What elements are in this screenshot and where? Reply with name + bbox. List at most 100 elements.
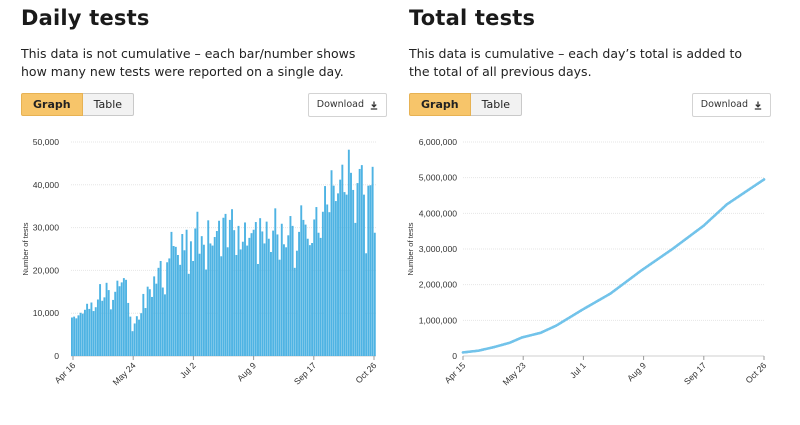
bar: [200, 236, 203, 356]
bar: [367, 185, 370, 356]
bar: [231, 209, 233, 356]
daily-tests-download-label: Download: [316, 99, 364, 110]
total-tests-description: This data is cumulative – each day’s tot…: [409, 46, 743, 79]
download-icon: [370, 101, 378, 110]
bar: [142, 293, 145, 356]
bar: [248, 237, 251, 356]
bar: [99, 284, 102, 356]
bar: [350, 172, 352, 356]
bar: [71, 317, 73, 356]
bar: [174, 246, 177, 356]
bar: [304, 224, 307, 356]
bar: [90, 302, 93, 356]
bar: [114, 291, 117, 356]
bar: [73, 316, 76, 356]
bar: [185, 229, 188, 356]
total-tests-title: Total tests: [409, 6, 536, 30]
daily-tests-description: This data is not cumulative – each bar/n…: [21, 46, 356, 79]
bar: [330, 170, 333, 356]
bar: [306, 238, 309, 356]
bar: [140, 313, 143, 356]
bar: [244, 222, 246, 356]
bar: [77, 315, 80, 356]
bar: [164, 294, 166, 356]
y-tick-label: 20,000: [33, 265, 60, 275]
total-tests-view-tabs: Graph Table: [409, 93, 523, 116]
daily-tests-bar-chart: 0 10,000 20,000 30,000 40,000 50,000 Number of…: [21, 137, 379, 387]
x-tick-label: Jul 1: [568, 360, 588, 380]
bar: [246, 245, 249, 356]
bar: [254, 222, 257, 356]
daily-tests-graph-tab[interactable]: Graph: [21, 93, 83, 116]
bar: [339, 179, 342, 356]
daily-tests-download-button[interactable]: Download: [307, 93, 387, 117]
x-tick-label: Aug 9: [235, 360, 258, 383]
bar: [326, 204, 329, 356]
bar: [289, 216, 292, 356]
bar: [176, 254, 179, 356]
y-tick-label: 0: [54, 351, 59, 361]
data-point: [762, 178, 766, 181]
y-tick-label: 6,000,000: [419, 137, 457, 147]
x-tick-label: Oct 26: [353, 360, 378, 385]
bar: [218, 220, 220, 356]
bar: [237, 225, 240, 356]
bar: [213, 237, 216, 356]
y-tick-label: 4,000,000: [419, 208, 457, 218]
bar: [75, 318, 78, 356]
bar: [105, 282, 108, 356]
bar: [278, 259, 281, 356]
bar: [280, 223, 283, 356]
bar: [138, 319, 140, 356]
bar: [295, 250, 298, 356]
x-tick-label: Apr 15: [442, 360, 467, 385]
bar: [179, 264, 182, 356]
bar: [239, 249, 242, 356]
bar: [166, 262, 169, 356]
bar: [96, 299, 99, 356]
total-tests-download-button[interactable]: Download: [691, 93, 771, 117]
bar: [192, 260, 195, 356]
bar: [363, 194, 365, 356]
bar: [241, 241, 244, 356]
bar: [233, 230, 236, 356]
bar: [250, 233, 253, 356]
bar: [194, 228, 197, 356]
x-tick-label: Jul 2: [178, 360, 198, 380]
bar: [265, 221, 268, 356]
bar: [125, 279, 127, 356]
bar: [276, 234, 279, 356]
daily-tests-table-tab[interactable]: Table: [82, 93, 135, 116]
bar: [189, 241, 192, 356]
bar: [272, 230, 275, 356]
total-tests-graph-tab[interactable]: Graph: [409, 93, 471, 116]
bar: [282, 244, 285, 356]
bar: [274, 208, 277, 356]
bar: [259, 218, 262, 356]
bar: [151, 296, 153, 356]
bar: [202, 244, 205, 356]
bar: [107, 290, 110, 356]
bar: [83, 309, 86, 356]
total-tests-line-chart: 0 1,000,000 2,000,000 3,000,000 4,000,000 5,0…: [406, 137, 769, 387]
bar: [302, 219, 305, 356]
bar: [226, 247, 229, 356]
bar: [79, 312, 82, 356]
x-tick-label: Apr 16: [52, 360, 77, 385]
total-tests-table-tab[interactable]: Table: [470, 93, 523, 116]
bar: [365, 253, 368, 356]
bar: [120, 282, 123, 356]
bar: [224, 213, 227, 356]
bar: [153, 276, 156, 356]
bar: [209, 243, 212, 356]
y-tick-label: 2,000,000: [419, 280, 457, 290]
bar: [220, 256, 223, 356]
x-tick-label: May 23: [501, 360, 528, 387]
bar: [373, 232, 376, 356]
y-tick-label: 0: [452, 351, 457, 361]
bar: [109, 309, 112, 356]
bar: [181, 234, 184, 356]
bar: [101, 300, 104, 356]
y-tick-label: 1,000,000: [419, 315, 457, 325]
x-tick-label: Sep 17: [292, 360, 318, 386]
